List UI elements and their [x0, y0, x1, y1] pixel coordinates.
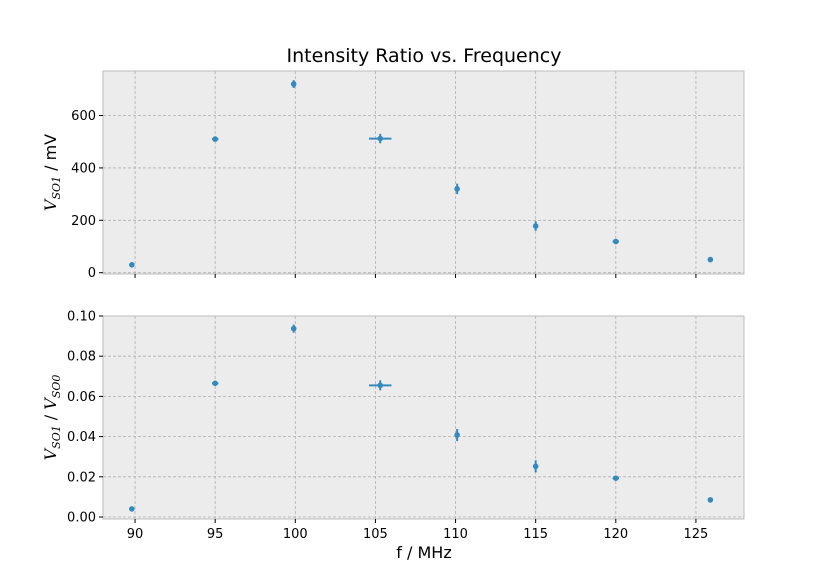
bottom-y-label-var2: V [41, 397, 60, 410]
bottom-data-marker [129, 506, 135, 512]
top-data-marker [532, 223, 539, 229]
chart-title: Intensity Ratio vs. Frequency [287, 45, 562, 67]
top-data-point [369, 133, 392, 144]
bottom-data-point [129, 506, 135, 512]
bottom-x-tick-label: 125 [684, 527, 709, 542]
bottom-y-label-subscript: SO1 [50, 425, 63, 449]
top-y-label-subscript: SO1 [50, 176, 63, 200]
top-data-point [129, 262, 135, 268]
top-data-point [707, 256, 714, 263]
bottom-data-marker [613, 475, 619, 481]
bottom-x-tick-label: 120 [603, 527, 628, 542]
bottom-data-point [369, 380, 392, 391]
bottom-x-tick-label: 110 [443, 527, 468, 542]
top-y-label-unit: / mV [41, 134, 60, 176]
top-data-point [211, 136, 219, 142]
bottom-y-tick-label: 0.04 [67, 430, 96, 445]
bottom-data-marker [377, 382, 384, 389]
x-axis-label: f / MHz [396, 543, 451, 562]
bottom-data-point [532, 460, 539, 473]
bottom-data-point [707, 497, 714, 503]
bottom-x-tick-label: 100 [283, 527, 308, 542]
bottom-data-point [290, 324, 297, 333]
panel-bottom: 90 95 100 105 110 115 120 125 0.00 0.02 0.04 0.06 0.… [41, 310, 745, 542]
bottom-x-tick-label: 95 [207, 527, 224, 542]
top-data-point [532, 221, 539, 231]
top-data-marker [454, 186, 460, 192]
bottom-data-point [211, 380, 219, 387]
bottom-y-label-separator: / [41, 410, 60, 426]
top-data-marker [707, 256, 714, 263]
bottom-data-point [454, 428, 460, 442]
top-data-point [290, 80, 297, 89]
bottom-y-axis-label: VSO1 / VSO0 [41, 375, 63, 461]
top-y-tick-label: 400 [71, 161, 96, 176]
top-axes-frame [102, 70, 745, 275]
bottom-x-tick-label: 105 [363, 527, 388, 542]
bottom-axes-frame [102, 315, 745, 520]
bottom-data-marker [454, 432, 460, 438]
bottom-x-tick-label: 90 [127, 527, 144, 542]
bottom-y-tick-label: 0.02 [67, 470, 96, 485]
top-y-axis-label: VSO1 / mV [41, 134, 63, 211]
bottom-y-tick-label: 0.06 [67, 390, 96, 405]
bottom-data-marker [707, 497, 714, 503]
top-y-tick-label: 600 [71, 109, 96, 124]
bottom-y-tick-label: 0.10 [67, 310, 96, 325]
bottom-y-label-subscript2: SO0 [50, 375, 63, 399]
top-y-tick-label: 0 [88, 266, 96, 281]
bottom-data-point [612, 475, 620, 481]
bottom-plot-area [103, 316, 744, 519]
top-data-marker [613, 238, 619, 245]
top-data-marker [290, 81, 297, 87]
top-y-label-var: V [41, 198, 60, 211]
top-data-marker [212, 136, 218, 142]
top-plot-area [103, 71, 744, 274]
bottom-data-marker [212, 380, 218, 387]
bottom-x-tick-label: 115 [523, 527, 548, 542]
bottom-y-tick-label: 0.00 [67, 510, 96, 525]
top-y-tick-label: 200 [71, 214, 96, 229]
bottom-y-tick-label: 0.08 [67, 350, 96, 365]
bottom-data-marker [532, 463, 539, 470]
bottom-data-marker [290, 325, 297, 332]
bottom-y-label-var: V [41, 447, 60, 460]
top-data-point [612, 238, 620, 245]
top-data-marker [377, 135, 384, 142]
top-data-marker [129, 262, 135, 268]
panel-top: 0 200 400 600 VSO1 / mV [41, 70, 745, 281]
top-data-point [454, 183, 460, 195]
